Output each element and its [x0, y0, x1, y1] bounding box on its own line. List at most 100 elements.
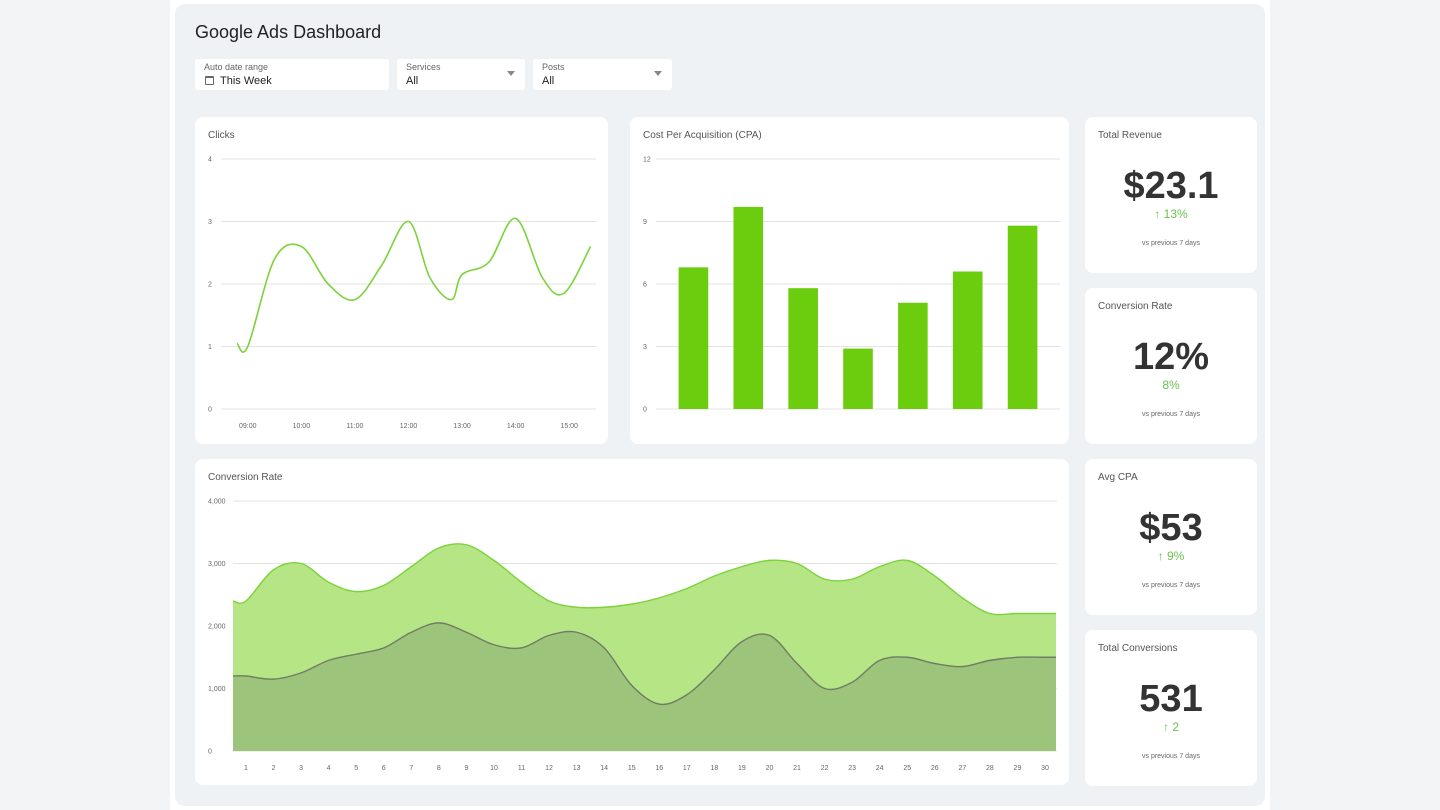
y-tick-label: 0: [208, 407, 212, 414]
page-title: Google Ads Dashboard: [195, 22, 382, 42]
x-tick-label: 25: [903, 765, 911, 772]
chart-title: Conversion Rate: [208, 472, 283, 483]
x-tick-label: 11:00: [346, 423, 363, 430]
y-tick-label: 0: [208, 749, 212, 756]
cpa-bar-chart: 0 3 6 9 12: [643, 157, 1060, 414]
cpa-bar: [733, 206, 764, 409]
filter-value: This Week: [220, 75, 272, 87]
cpa-bar: [843, 348, 873, 409]
x-tick-label: 29: [1014, 765, 1022, 772]
kpi-delta: ↑ 9%: [1157, 549, 1185, 563]
kpi-value: $23.1: [1123, 165, 1219, 207]
x-tick-label: 14:00: [507, 423, 525, 430]
x-tick-label: 14: [600, 765, 608, 772]
x-tick-label: 11: [518, 765, 525, 772]
y-tick-label: 0: [643, 407, 647, 414]
cpa-bar: [678, 267, 709, 409]
x-tick-label: 13:00: [453, 423, 471, 430]
kpi-title: Conversion Rate: [1098, 301, 1173, 312]
filter-value: All: [542, 75, 555, 87]
x-tick-label: 7: [409, 765, 413, 772]
kpi-delta: 8%: [1162, 378, 1180, 392]
kpi-value: 12%: [1132, 336, 1210, 378]
x-tick-label: 26: [931, 765, 939, 772]
x-tick-label: 12:00: [400, 423, 418, 430]
x-tick-label: 17: [683, 765, 691, 772]
x-tick-label: 1: [244, 765, 248, 772]
kpi-value: 531: [1139, 678, 1203, 720]
kpi-title: Avg CPA: [1098, 472, 1138, 483]
chart-title: Cost Per Acquisition (CPA): [643, 130, 762, 141]
kpi-delta: ↑ 2: [1162, 720, 1179, 734]
kpi-card-avg-cpa: Avg CPA $53 ↑ 9% vs previous 7 days: [1085, 459, 1257, 615]
y-tick-label: 6: [643, 282, 647, 289]
x-tick-label: 23: [848, 765, 856, 772]
kpi-delta: ↑ 13%: [1154, 207, 1188, 221]
filter-label: Posts: [542, 62, 565, 72]
x-tick-label: 18: [710, 765, 718, 772]
y-tick-label: 9: [643, 219, 647, 226]
x-tick-label: 12: [545, 765, 553, 772]
kpi-card-conversion-rate: Conversion Rate 12% 8% vs previous 7 day…: [1085, 288, 1257, 444]
series-2-area: [233, 622, 1056, 751]
y-tick-label: 4: [208, 157, 212, 164]
filter-label: Auto date range: [204, 62, 269, 72]
y-tick-label: 3: [643, 344, 647, 351]
conversion-rate-card: Conversion Rate 0 1,000 2,000 3,000 4,000 1 2 3…: [195, 459, 1069, 785]
cpa-bar: [788, 288, 818, 409]
kpi-title: Total Conversions: [1098, 643, 1178, 654]
x-tick-label: 3: [299, 765, 303, 772]
series-2-line: [232, 622, 1056, 706]
x-tick-label: 21: [793, 765, 801, 772]
y-tick-label: 2: [208, 282, 212, 289]
y-tick-label: 1,000: [208, 686, 226, 693]
clicks-series-line: [236, 217, 592, 353]
chart-title: Clicks: [208, 130, 235, 141]
x-tick-label: 28: [986, 765, 994, 772]
clicks-line-chart: 0 1 2 3 4 09:00 10:00 11:00 12:00 13:00 14:00 15:00: [208, 157, 596, 430]
services-filter[interactable]: Services All: [397, 59, 525, 90]
x-tick-label: 6: [382, 765, 386, 772]
chevron-down-icon[interactable]: [507, 71, 515, 76]
x-tick-label: 09:00: [239, 423, 257, 430]
x-tick-label: 22: [821, 765, 829, 772]
x-tick-label: 9: [464, 765, 468, 772]
x-tick-label: 19: [738, 765, 746, 772]
kpi-card-total-revenue: Total Revenue $23.1 ↑ 13% vs previous 7 …: [1085, 117, 1257, 273]
kpi-title: Total Revenue: [1098, 130, 1162, 141]
x-tick-label: 24: [876, 765, 884, 772]
x-tick-label: 10: [490, 765, 498, 772]
x-tick-label: 8: [437, 765, 441, 772]
y-tick-label: 3,000: [208, 561, 226, 568]
date-range-filter[interactable]: Auto date range This Week: [195, 59, 389, 90]
x-tick-label: 30: [1041, 765, 1049, 772]
cpa-bar: [952, 271, 983, 409]
kpi-value: $53: [1139, 507, 1203, 549]
x-tick-label: 15:00: [560, 423, 578, 430]
clicks-card: Clicks 0 1 2 3 4 09:00 10:00 11:00 12:00 13:00 14:…: [195, 117, 608, 444]
series-1-line: [232, 543, 1056, 616]
y-tick-label: 3: [208, 219, 212, 226]
kpi-note: vs previous 7 days: [1142, 411, 1200, 418]
x-tick-label: 10:00: [293, 423, 311, 430]
x-tick-label: 13: [573, 765, 581, 772]
calendar-icon: [205, 76, 214, 85]
kpi-note: vs previous 7 days: [1142, 240, 1200, 247]
y-tick-label: 12: [643, 157, 651, 164]
x-tick-label: 20: [766, 765, 774, 772]
chevron-down-icon[interactable]: [654, 71, 662, 76]
kpi-card-total-conversions: Total Conversions 531 ↑ 2 vs previous 7 …: [1085, 630, 1257, 786]
kpi-note: vs previous 7 days: [1142, 582, 1200, 589]
cpa-bar: [1007, 225, 1038, 409]
y-tick-label: 2,000: [208, 624, 226, 631]
filter-label: Services: [406, 62, 441, 72]
kpi-note: vs previous 7 days: [1142, 753, 1200, 760]
x-tick-label: 4: [327, 765, 331, 772]
x-tick-label: 2: [272, 765, 276, 772]
y-tick-label: 4,000: [208, 499, 226, 506]
filter-value: All: [406, 75, 419, 87]
y-tick-label: 1: [208, 344, 212, 351]
posts-filter[interactable]: Posts All: [533, 59, 672, 90]
x-tick-label: 27: [958, 765, 966, 772]
